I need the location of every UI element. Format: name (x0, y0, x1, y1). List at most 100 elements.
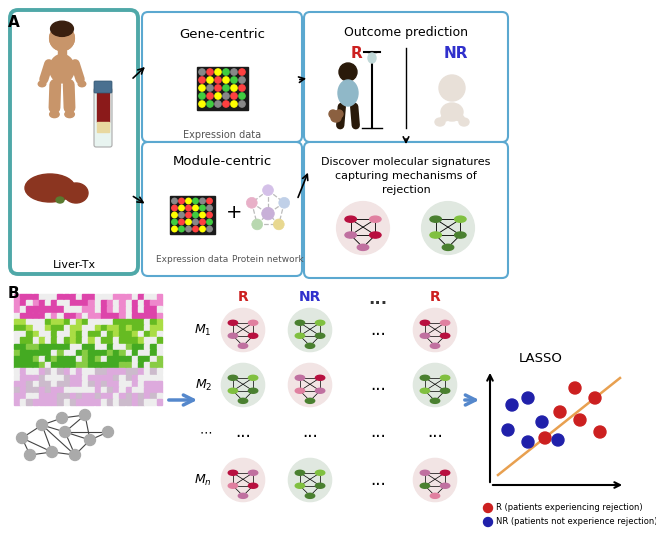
Bar (169, 196, 215, 234)
Text: ...: ... (370, 376, 386, 394)
Bar (39, 300, 45, 306)
Ellipse shape (316, 388, 325, 393)
Ellipse shape (440, 483, 450, 488)
Circle shape (207, 212, 213, 218)
Bar (138, 399, 144, 405)
Circle shape (329, 110, 337, 118)
Bar (94, 319, 100, 325)
FancyBboxPatch shape (142, 142, 302, 276)
Bar (97, 122, 109, 132)
Bar (113, 381, 119, 386)
Bar (14, 375, 20, 380)
Bar (89, 369, 94, 374)
Circle shape (231, 85, 237, 91)
Ellipse shape (430, 493, 440, 498)
Bar (150, 338, 156, 343)
Circle shape (289, 363, 331, 406)
Bar (101, 294, 106, 300)
Bar (101, 300, 106, 306)
Bar (125, 325, 131, 331)
Circle shape (239, 93, 245, 99)
Bar (89, 331, 94, 337)
Bar (39, 387, 45, 393)
Bar (82, 362, 88, 368)
Bar (132, 319, 138, 325)
Circle shape (339, 63, 357, 81)
Bar (157, 338, 163, 343)
Bar (138, 319, 144, 325)
Bar (82, 300, 88, 306)
Bar (101, 393, 106, 399)
Bar (58, 313, 63, 318)
Ellipse shape (430, 398, 440, 403)
Circle shape (179, 212, 184, 218)
Text: ...: ... (235, 423, 251, 441)
Bar (70, 350, 75, 356)
Bar (39, 369, 45, 374)
Bar (39, 331, 45, 337)
Circle shape (215, 85, 221, 91)
Ellipse shape (25, 174, 75, 202)
Bar (14, 319, 20, 325)
Bar (157, 313, 163, 318)
Bar (113, 375, 119, 380)
Bar (82, 350, 88, 356)
FancyBboxPatch shape (304, 142, 508, 278)
Text: Expression data: Expression data (156, 255, 228, 264)
Ellipse shape (455, 216, 466, 222)
Ellipse shape (440, 375, 450, 380)
Bar (14, 399, 20, 405)
Bar (107, 313, 113, 318)
Circle shape (262, 207, 274, 220)
Bar (51, 362, 57, 368)
Bar (138, 306, 144, 312)
Circle shape (289, 308, 331, 352)
Circle shape (207, 77, 213, 83)
Bar (33, 387, 39, 393)
Bar (64, 331, 70, 337)
Bar (82, 399, 88, 405)
Bar (150, 387, 156, 393)
Bar (33, 350, 39, 356)
Bar (150, 399, 156, 405)
Ellipse shape (238, 398, 248, 403)
Bar (70, 387, 75, 393)
Bar (132, 344, 138, 350)
Bar (107, 300, 113, 306)
Bar (94, 393, 100, 399)
Bar (94, 350, 100, 356)
Bar (113, 362, 119, 368)
Bar (70, 393, 75, 399)
Circle shape (536, 416, 548, 428)
Bar (76, 319, 82, 325)
Bar (76, 331, 82, 337)
Ellipse shape (316, 470, 325, 475)
Bar (125, 362, 131, 368)
Bar (89, 300, 94, 306)
Ellipse shape (228, 470, 237, 475)
Ellipse shape (295, 483, 304, 488)
Circle shape (79, 410, 91, 421)
Circle shape (594, 426, 606, 438)
Bar (20, 313, 26, 318)
Bar (26, 350, 32, 356)
Bar (157, 362, 163, 368)
Bar (14, 294, 20, 300)
Bar (39, 294, 45, 300)
Circle shape (179, 220, 184, 225)
Bar (138, 338, 144, 343)
Circle shape (483, 504, 493, 513)
Circle shape (102, 427, 113, 437)
Bar (107, 350, 113, 356)
Bar (76, 393, 82, 399)
Bar (94, 375, 100, 380)
Text: NR: NR (443, 46, 468, 61)
Circle shape (222, 363, 264, 406)
Bar (94, 356, 100, 362)
Bar (33, 362, 39, 368)
Bar (144, 344, 150, 350)
Circle shape (172, 198, 177, 204)
Circle shape (239, 85, 245, 91)
Bar (157, 375, 163, 380)
Bar (58, 338, 63, 343)
